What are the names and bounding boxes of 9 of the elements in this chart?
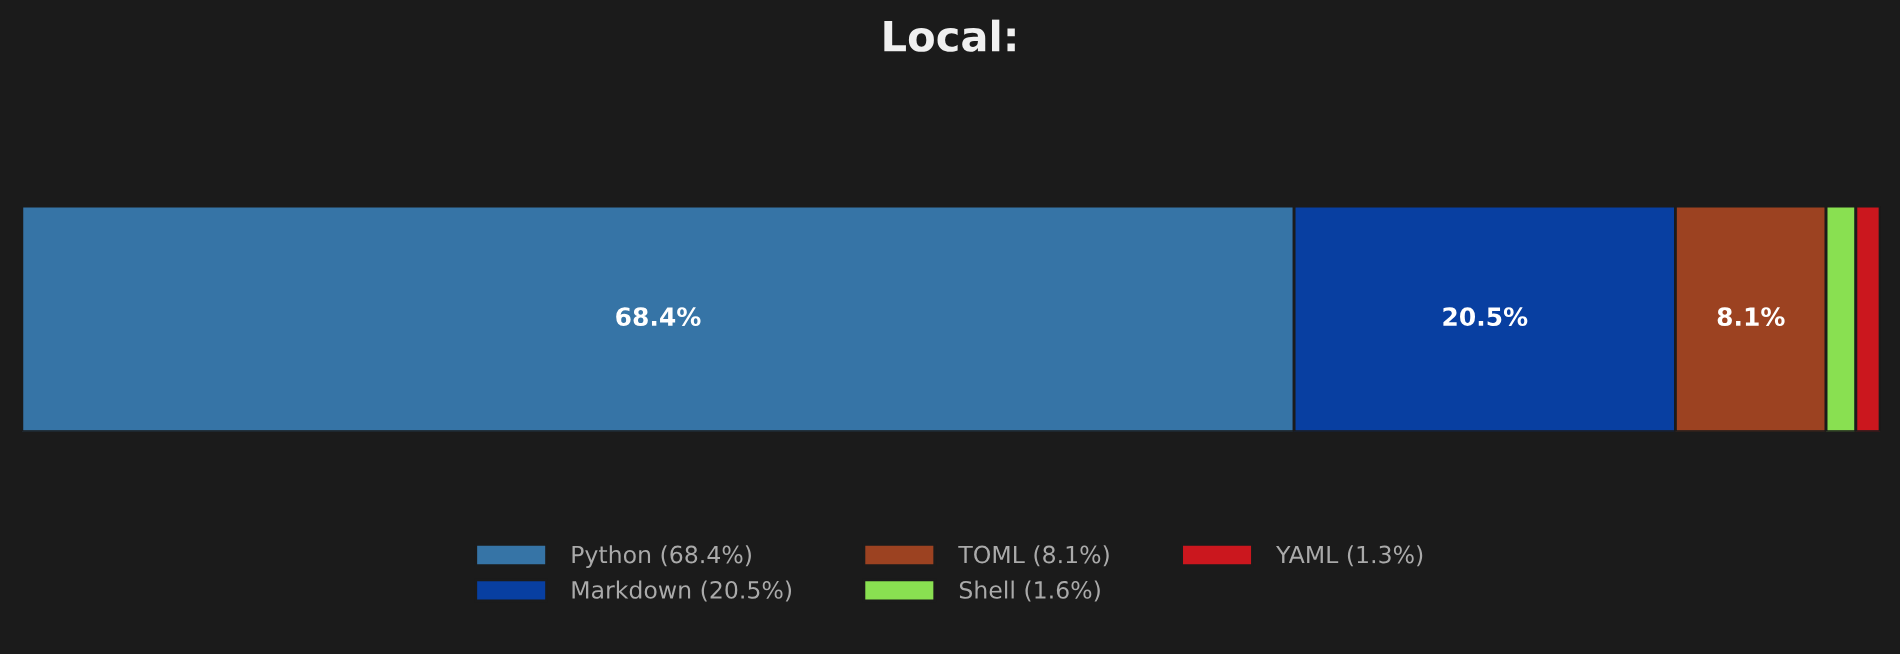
legend-label: Python (68.4%) <box>572 545 751 569</box>
chart-title: Local: <box>884 19 1015 52</box>
legend-label: Markdown (20.5%) <box>572 580 792 602</box>
legend-label: TOML (8.1%) <box>958 545 1109 567</box>
data-label: 20.5% <box>1443 307 1528 327</box>
data-label: 8.1% <box>1717 307 1785 327</box>
data-label: 68.4% <box>616 307 701 327</box>
legend-label: Shell (1.6%) <box>959 580 1100 602</box>
legend-label: YAML (1.3%) <box>1276 545 1423 567</box>
